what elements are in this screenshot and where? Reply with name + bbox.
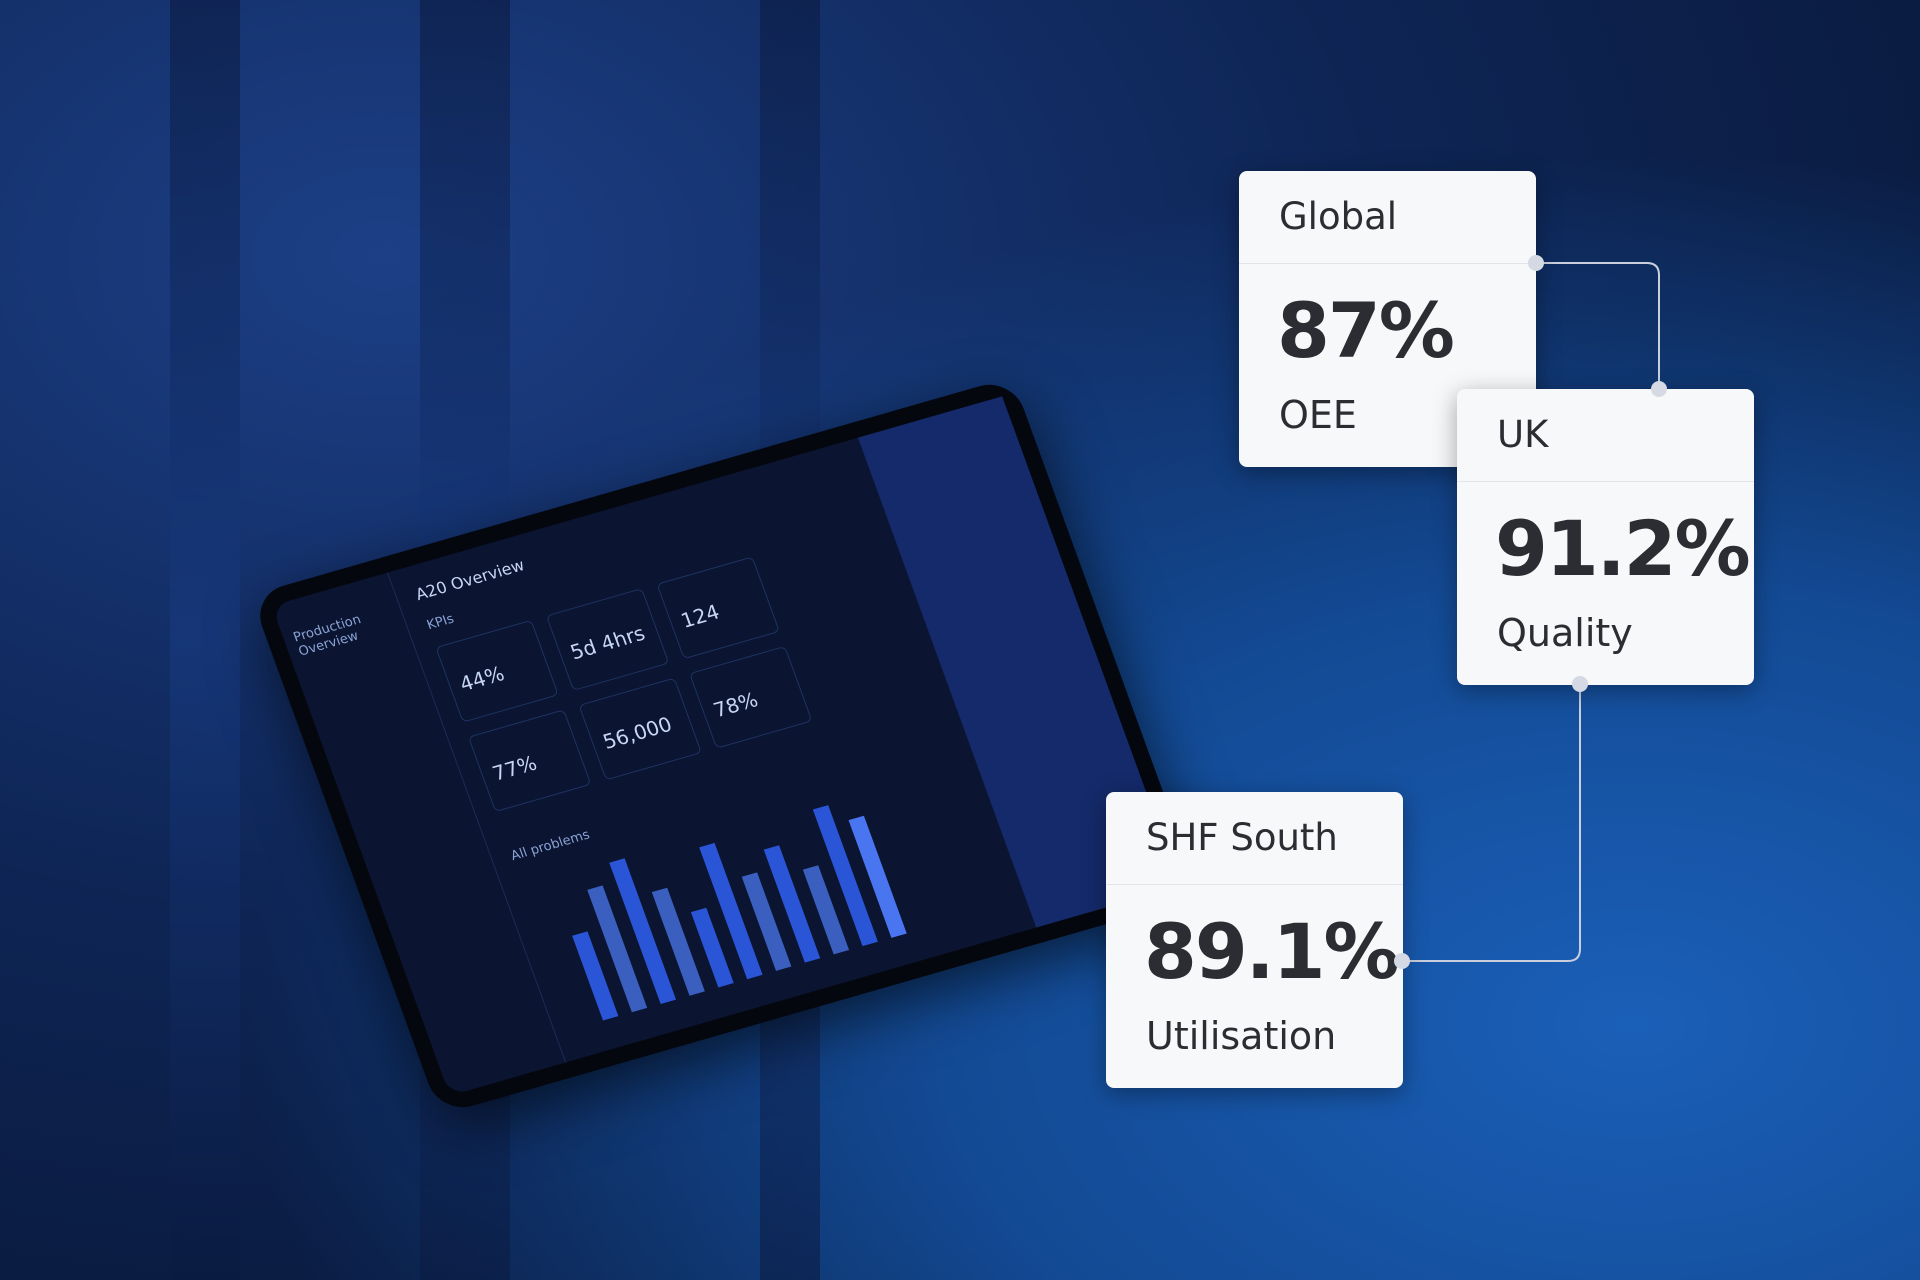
card-value: 91.2% <box>1495 504 1751 593</box>
background-pillar <box>170 0 240 1280</box>
card-label: Global <box>1239 171 1536 264</box>
metric-card: UK 91.2% Quality <box>1457 389 1754 685</box>
connector <box>1402 684 1581 962</box>
card-label: UK <box>1457 389 1754 482</box>
card-value: 89.1% <box>1144 907 1400 996</box>
connector <box>1536 262 1660 389</box>
card-metric: Quality <box>1497 611 1633 655</box>
card-metric: OEE <box>1279 393 1357 437</box>
card-label: SHF South <box>1106 792 1403 885</box>
card-metric: Utilisation <box>1146 1014 1337 1058</box>
metric-card: SHF South 89.1% Utilisation <box>1106 792 1403 1088</box>
card-value: 87% <box>1277 286 1455 375</box>
